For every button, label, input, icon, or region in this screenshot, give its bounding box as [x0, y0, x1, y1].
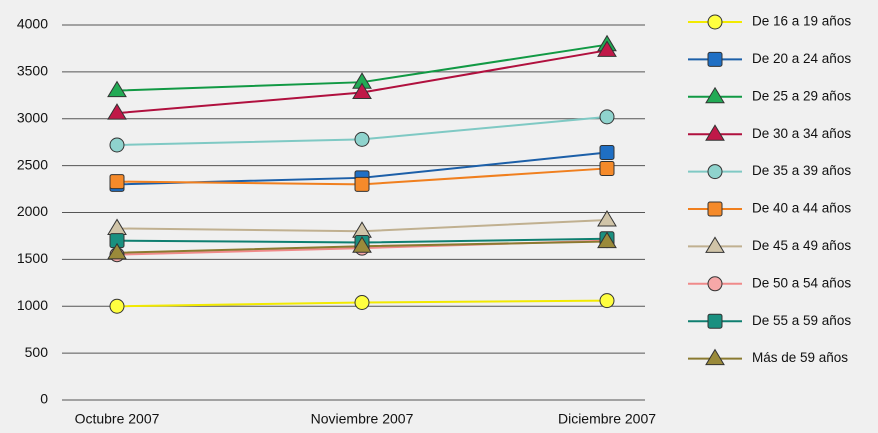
marker	[599, 109, 615, 125]
marker	[109, 137, 125, 153]
y-tick-label: 4000	[17, 16, 48, 32]
legend-marker	[705, 86, 725, 104]
marker	[599, 293, 615, 309]
legend-label: De 16 a 19 años	[752, 14, 851, 29]
y-tick-label: 1000	[17, 297, 48, 313]
legend-marker	[707, 276, 723, 292]
legend-label: De 55 a 59 años	[752, 313, 851, 328]
marker	[599, 160, 615, 176]
marker	[354, 131, 370, 147]
legend-marker	[705, 124, 725, 141]
y-tick-label: 2000	[17, 203, 48, 219]
legend-marker	[707, 201, 723, 217]
marker	[352, 82, 372, 99]
x-tick-label: Octubre 2007	[75, 411, 160, 427]
legend-label: De 35 a 39 años	[752, 163, 851, 178]
marker	[352, 236, 372, 253]
marker	[597, 40, 617, 57]
y-tick-label: 3500	[17, 63, 48, 79]
marker	[354, 295, 370, 310]
marker	[354, 176, 370, 192]
marker	[109, 298, 125, 314]
y-tick-label: 500	[25, 344, 49, 360]
marker	[597, 231, 617, 249]
marker	[107, 103, 127, 120]
marker	[107, 242, 127, 260]
y-tick-label: 0	[40, 391, 48, 407]
marker	[107, 80, 127, 98]
x-tick-label: Noviembre 2007	[311, 411, 414, 427]
legend-marker	[707, 14, 723, 30]
legend-marker	[705, 348, 725, 366]
legend-label: De 40 a 44 años	[752, 201, 851, 216]
marker	[599, 145, 615, 160]
legend-label: Más de 59 años	[752, 350, 848, 365]
legend-label: De 20 a 24 años	[752, 51, 851, 66]
legend-label: De 25 a 29 años	[752, 88, 851, 103]
legend-marker	[707, 51, 723, 67]
legend-marker	[707, 313, 723, 329]
marker	[109, 174, 125, 190]
y-tick-label: 3000	[17, 109, 48, 125]
legend-label: De 45 a 49 años	[752, 238, 851, 253]
x-tick-label: Diciembre 2007	[558, 411, 656, 427]
marker	[107, 218, 127, 235]
y-tick-label: 2500	[17, 156, 48, 172]
y-tick-label: 1500	[17, 250, 48, 266]
legend-label: De 30 a 34 años	[752, 126, 851, 141]
marker	[597, 210, 617, 227]
legend-marker	[707, 164, 723, 180]
legend-marker	[705, 236, 725, 253]
legend-label: De 50 a 54 años	[752, 275, 851, 290]
